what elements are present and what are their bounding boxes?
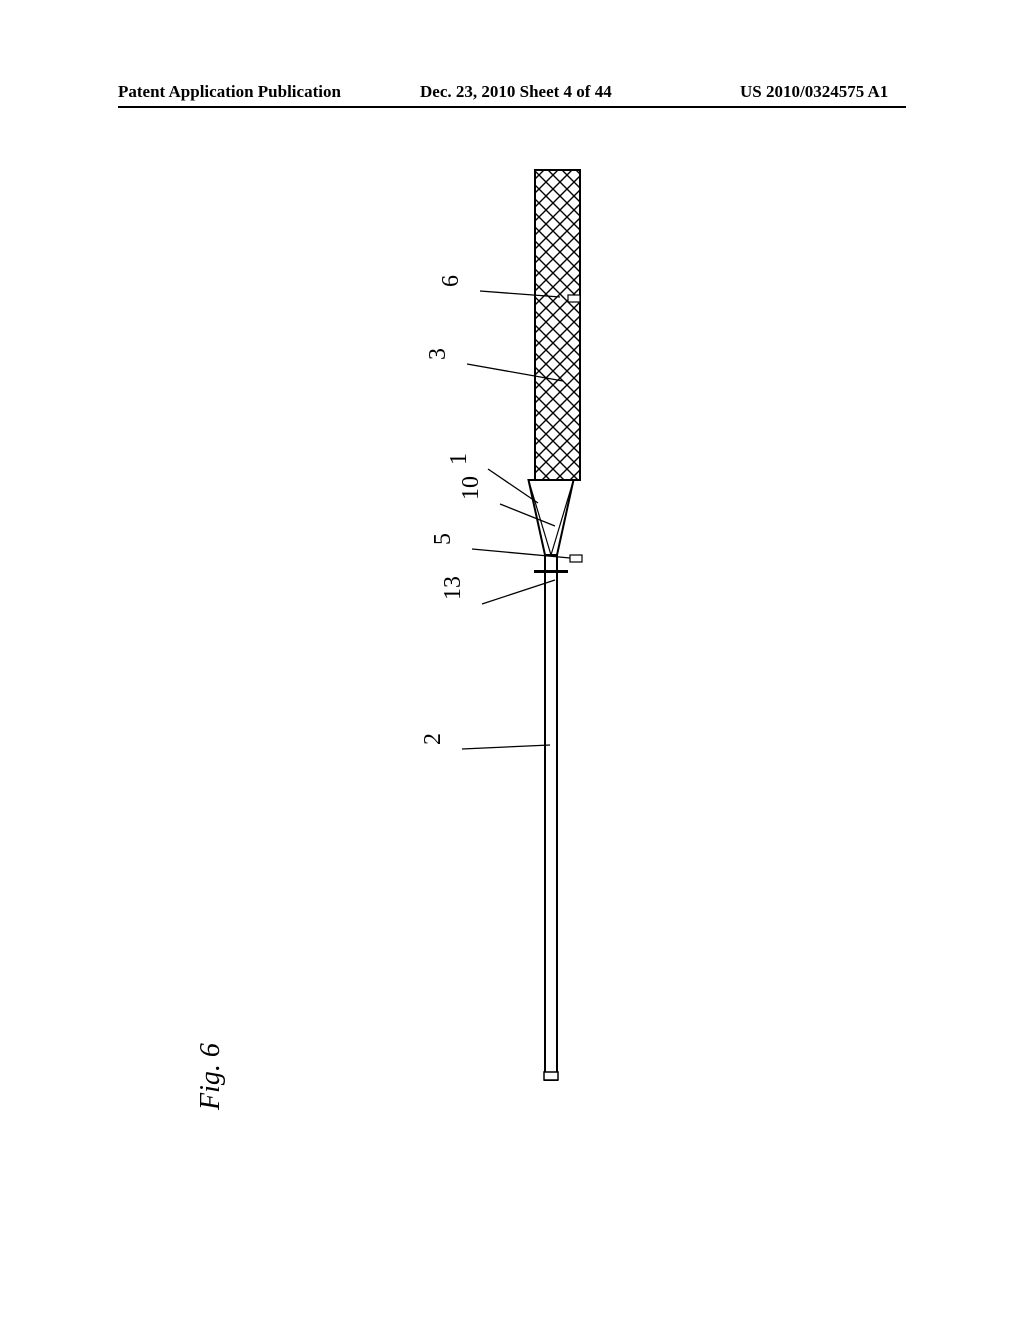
callout-label: 2 bbox=[420, 733, 446, 745]
callout-label: 6 bbox=[438, 275, 464, 287]
callout-label: 3 bbox=[425, 348, 451, 360]
callout-label: 13 bbox=[440, 576, 466, 600]
callout-label: 5 bbox=[430, 533, 456, 545]
callout-label: 10 bbox=[458, 476, 484, 500]
callout-label: 1 bbox=[446, 453, 472, 465]
callout-2: 2 bbox=[420, 733, 550, 749]
figure-drawing: 6 3 1 10 5 13 2 bbox=[0, 0, 1024, 1320]
callout-13: 13 bbox=[440, 576, 555, 604]
